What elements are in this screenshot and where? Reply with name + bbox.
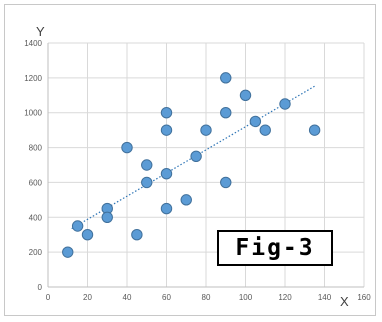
x-tick-label: 80 — [202, 293, 211, 302]
data-point — [160, 202, 173, 215]
y-tick-label: 400 — [29, 213, 43, 222]
x-tick-label: 160 — [357, 293, 371, 302]
data-point — [160, 168, 173, 180]
data-point — [308, 124, 321, 136]
data-point — [239, 89, 252, 101]
x-axis-title: X — [340, 294, 349, 309]
x-tick-label: 40 — [123, 293, 132, 302]
y-axis-title: Y — [36, 24, 45, 39]
data-point — [220, 107, 232, 119]
y-tick-label: 200 — [29, 248, 43, 257]
y-tick-label: 1400 — [24, 39, 42, 48]
figure-label-box: Fig-3 — [217, 230, 333, 266]
data-point — [121, 141, 133, 154]
data-point — [160, 107, 173, 119]
data-point — [180, 194, 192, 206]
figure-label: Fig-3 — [235, 235, 315, 261]
data-point — [249, 115, 262, 128]
data-point — [141, 176, 153, 189]
data-point — [220, 176, 232, 189]
data-point — [141, 159, 153, 171]
data-point — [200, 124, 212, 136]
data-point — [190, 150, 202, 162]
x-tick-label: 0 — [46, 293, 51, 302]
y-tick-label: 800 — [29, 144, 43, 153]
y-tick-label: 0 — [38, 283, 43, 292]
data-point — [279, 98, 291, 110]
data-point — [220, 72, 232, 84]
y-tick-label: 600 — [29, 178, 43, 187]
x-tick-label: 120 — [278, 293, 292, 302]
data-point — [160, 124, 173, 136]
data-point — [259, 124, 271, 136]
data-point — [62, 246, 74, 258]
x-tick-label: 100 — [239, 293, 253, 302]
y-tick-label: 1000 — [24, 109, 42, 118]
data-points — [62, 72, 321, 258]
data-point — [71, 220, 84, 232]
x-tick-label: 60 — [162, 293, 171, 302]
y-tick-label: 1200 — [24, 74, 42, 83]
axes — [47, 43, 364, 288]
data-point — [131, 229, 143, 241]
tick-labels: 0 200 400 600 800 1000 1200 1400 0 20 40 60 80 100 120… — [24, 39, 371, 302]
x-tick-label: 140 — [318, 293, 332, 302]
x-tick-label: 20 — [83, 293, 92, 302]
data-point — [81, 229, 94, 241]
data-point — [101, 211, 113, 223]
